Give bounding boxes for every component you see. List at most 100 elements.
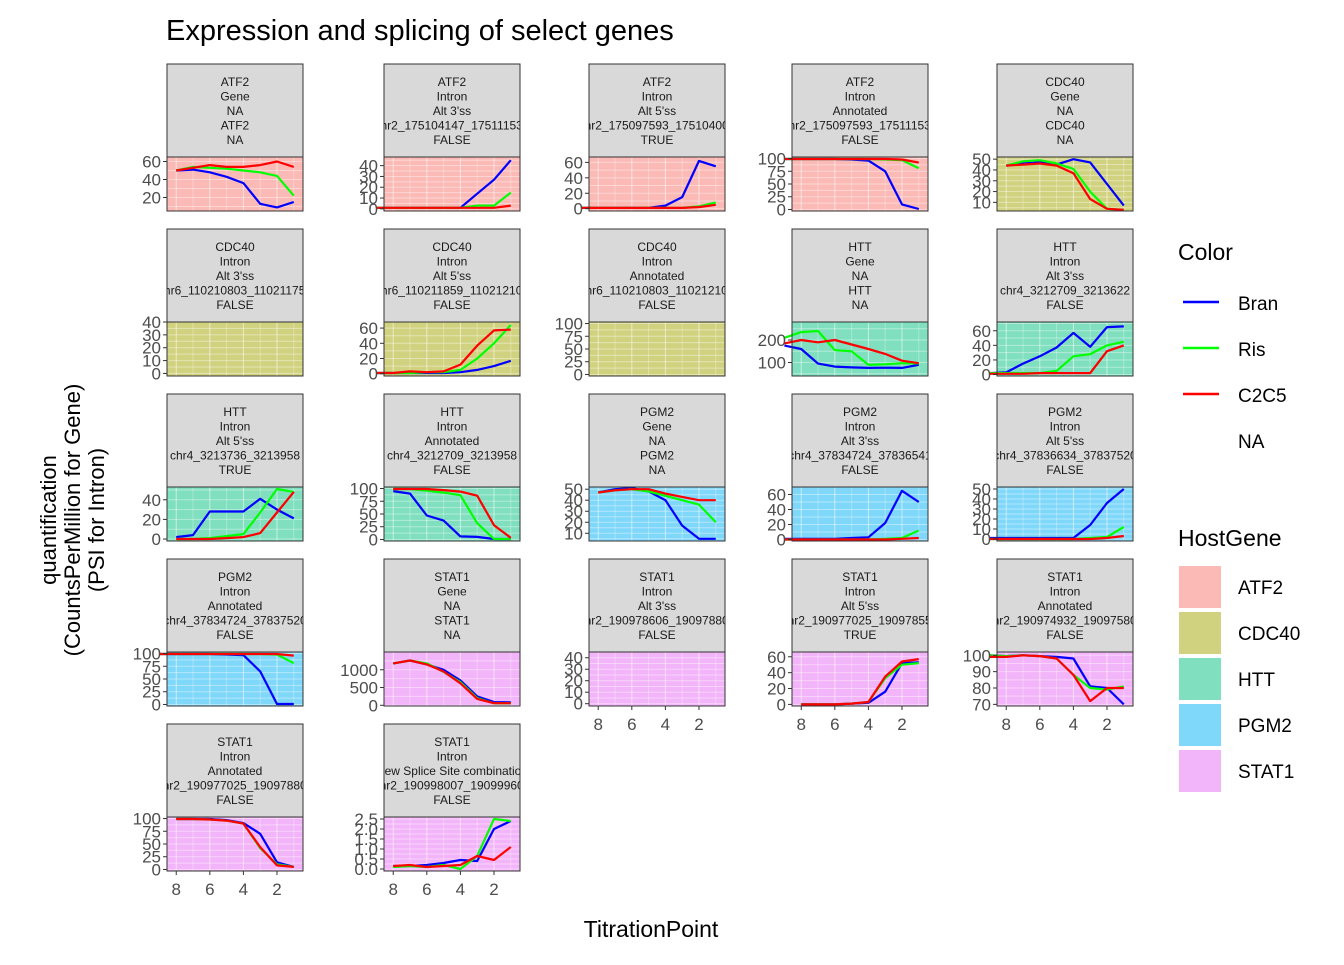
x-axis-title: TitrationPoint [584, 916, 719, 942]
strip-label: Intron [1050, 420, 1081, 434]
strip-label: FALSE [433, 298, 470, 312]
panel-border [166, 321, 304, 377]
strip-label: Gene [220, 90, 250, 104]
strip-label: chr6_110210803_110211759 [158, 284, 312, 298]
facet-strip [996, 393, 1134, 488]
strip-label: ATF2 [643, 75, 672, 89]
legend-label: Ris [1238, 340, 1265, 361]
legend-key-stat1 [1179, 750, 1221, 792]
y-tick-label: 50 [564, 340, 583, 359]
y-tick-label: 30 [564, 660, 583, 679]
series-line-bran [176, 168, 295, 209]
x-tick-label: 2 [1102, 715, 1111, 734]
y-tick-label: 0 [574, 200, 583, 219]
y-tick-label: 10 [972, 520, 991, 539]
series-line-bran [989, 325, 1124, 375]
y-tick-label: 60 [564, 153, 583, 172]
x-tick-label: 4 [1069, 715, 1078, 734]
legend-key-htt [1179, 658, 1221, 700]
strip-label: Intron [1050, 585, 1081, 599]
panel-border [791, 486, 929, 542]
y-tick-label: 0.5 [354, 850, 378, 869]
y-tick-label: 20 [972, 183, 991, 202]
y-tick-label: 100 [133, 645, 161, 664]
series-line-bran [393, 490, 511, 541]
y-tick-label: 0 [777, 531, 786, 550]
strip-label: FALSE [841, 133, 878, 147]
strip-label: chr6_110211859_110212100 [375, 284, 529, 298]
strip-label: Annotated [630, 269, 685, 283]
y-tick-label: 20 [767, 516, 786, 535]
strip-label: chr4_37834724_37837520 [163, 614, 307, 628]
strip-label: CDC40 [432, 240, 472, 254]
y-tick-label: 2.0 [354, 820, 378, 839]
panel-border [791, 321, 929, 377]
y-tick-label: 40 [142, 313, 161, 332]
y-tick-label: 100 [555, 315, 583, 334]
x-tick-label: 4 [661, 715, 670, 734]
y-tick-label: 25 [359, 518, 378, 537]
facet-strip [383, 723, 521, 818]
strip-label: FALSE [638, 298, 675, 312]
y-tick-label: 30 [142, 326, 161, 345]
strip-label: NA [649, 463, 666, 477]
panel-background [384, 157, 520, 211]
series-line-c2c5 [176, 160, 295, 172]
strip-label: FALSE [638, 628, 675, 642]
y-tick-label: 40 [564, 491, 583, 510]
y-tick-label: 1000 [340, 661, 378, 680]
strip-label: FALSE [433, 133, 470, 147]
strip-label: HTT [440, 405, 464, 419]
strip-label: TRUE [219, 463, 252, 477]
y-tick-label: 10 [972, 193, 991, 212]
y-tick-label: 20 [972, 351, 991, 370]
strip-label: Intron [220, 420, 251, 434]
y-tick-label: 0 [369, 365, 378, 384]
series-line-ris [784, 329, 919, 366]
strip-label: chr4_3212709_3213622 [1000, 284, 1130, 298]
y-tick-label: 50 [564, 480, 583, 499]
x-tick-label: 8 [1002, 715, 1011, 734]
y-tick-label: 20 [359, 178, 378, 197]
y-tick-label: 30 [359, 167, 378, 186]
legend-label: NA [1238, 432, 1265, 453]
y-tick-label: 20 [564, 513, 583, 532]
strip-label: chr2_190977025_190978550 [782, 614, 939, 628]
legend: Color Bran Ris C2C5 NA HostGene ATF2 CDC40 HTT PG… [1178, 239, 1300, 792]
x-tick-label: 6 [627, 715, 636, 734]
panel-border [383, 156, 521, 212]
strip-label: chr4_37834724_37836541 [788, 449, 932, 463]
strip-label: PGM2 [843, 405, 877, 419]
strip-label: chr4_3212709_3213958 [387, 449, 517, 463]
y-tick-label: 20 [564, 672, 583, 691]
strip-label: HTT [848, 284, 872, 298]
series-line-c2c5 [989, 534, 1124, 541]
y-tick-label: 60 [767, 648, 786, 667]
x-tick-label: 8 [389, 880, 398, 899]
gridlines [792, 652, 928, 706]
strip-label: Annotated [1038, 599, 1093, 613]
y-tick-label: 20 [142, 339, 161, 358]
y-tick-label: 20 [142, 189, 161, 208]
legend-key-pgm2 [1179, 704, 1221, 746]
y-tick-label: 0 [574, 365, 583, 384]
legend-hostgene-title: HostGene [1178, 525, 1282, 551]
panel-background [792, 157, 928, 211]
panel-border [383, 321, 521, 377]
strip-label: Annotated [208, 599, 263, 613]
strip-label: Gene [845, 255, 875, 269]
gridlines [384, 322, 520, 376]
